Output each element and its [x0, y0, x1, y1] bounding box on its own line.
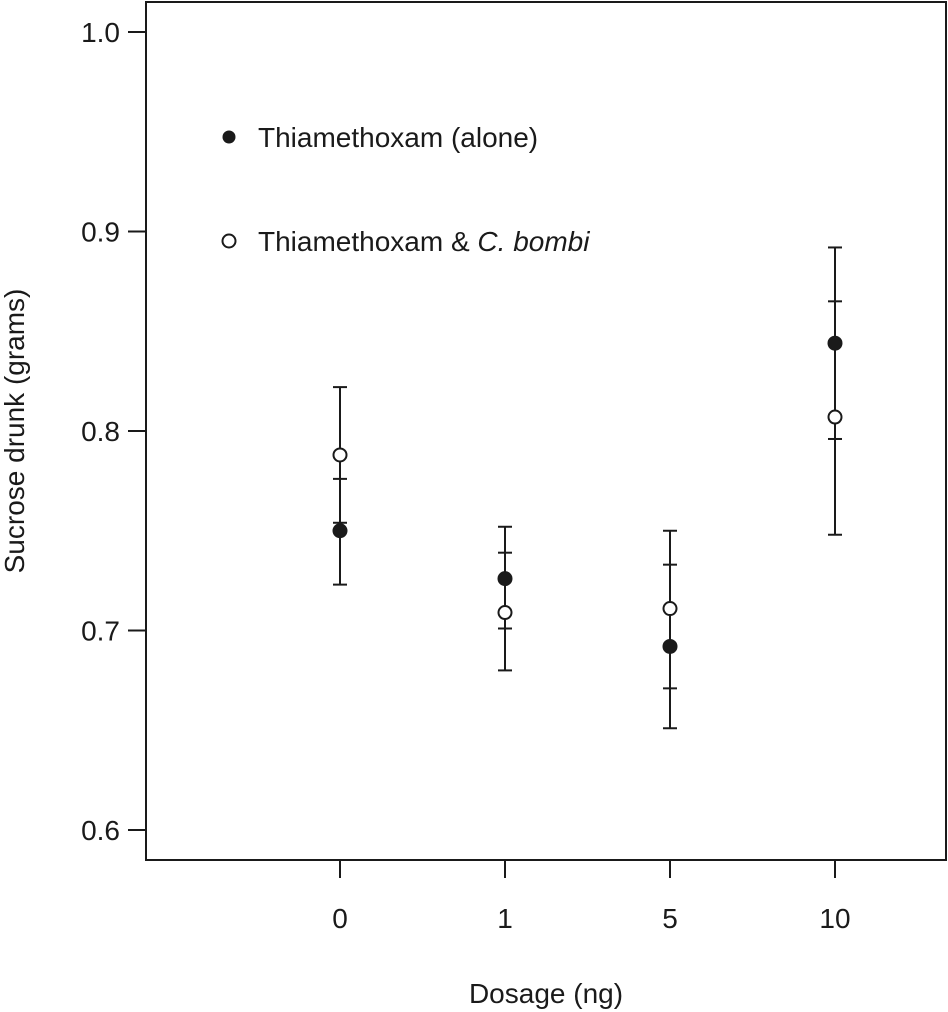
legend-label-alone: Thiamethoxam (alone)	[258, 122, 538, 153]
y-tick-label: 0.6	[81, 815, 120, 846]
legend-label-bombi-italic: C. bombi	[477, 226, 590, 257]
y-axis: 0.6 0.7 0.8 0.9 1.0	[81, 17, 146, 846]
y-tick-label: 0.8	[81, 416, 120, 447]
point-bombi	[827, 409, 843, 425]
x-tick-label: 5	[662, 903, 678, 934]
y-tick-label: 0.9	[81, 217, 120, 248]
data-points	[332, 335, 843, 654]
point-bombi	[662, 601, 678, 617]
y-tick-label: 1.0	[81, 17, 120, 48]
x-axis: 0 1 5 10	[332, 860, 851, 934]
y-tick-label: 0.7	[81, 616, 120, 647]
legend-marker-open	[221, 233, 237, 249]
x-tick-label: 0	[332, 903, 348, 934]
point-alone	[662, 638, 678, 654]
point-bombi	[332, 447, 348, 463]
legend-label-bombi-prefix: Thiamethoxam &	[258, 226, 477, 257]
point-alone	[497, 571, 513, 587]
y-axis-title: Sucrose drunk (grams)	[0, 289, 30, 574]
error-bars	[333, 246, 842, 730]
x-tick-label: 10	[819, 903, 850, 934]
legend-marker-filled	[222, 130, 236, 144]
x-axis-title: Dosage (ng)	[469, 978, 623, 1009]
point-alone	[827, 335, 843, 351]
point-bombi	[497, 605, 513, 621]
point-alone	[332, 523, 348, 539]
legend-label-bombi: Thiamethoxam & C. bombi	[258, 226, 590, 257]
legend: Thiamethoxam (alone) Thiamethoxam & C. b…	[221, 122, 590, 257]
x-tick-label: 1	[497, 903, 513, 934]
